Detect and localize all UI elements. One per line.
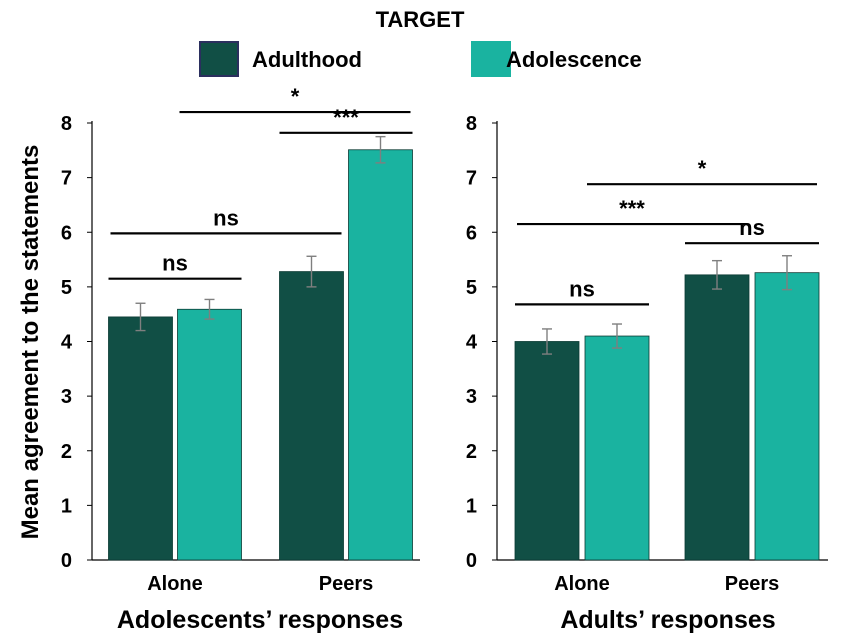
significance-label: ns bbox=[739, 215, 765, 240]
bar-adulthood-alone bbox=[514, 341, 580, 561]
y-tick-label: 8 bbox=[466, 113, 477, 135]
bar-adolescence-peers bbox=[348, 149, 413, 561]
y-tick-label: 3 bbox=[466, 386, 477, 408]
bar-adolescence-alone bbox=[584, 335, 650, 561]
x-axis-label: Adolescents’ responses bbox=[117, 606, 403, 634]
legend-label: Adolescence bbox=[506, 47, 642, 72]
y-tick-label: 3 bbox=[61, 386, 72, 408]
significance-label: * bbox=[698, 156, 707, 181]
bar-adolescence-peers bbox=[754, 272, 820, 561]
y-tick-label: 5 bbox=[466, 277, 477, 299]
y-tick-label: 1 bbox=[466, 495, 477, 517]
significance-label: ns bbox=[569, 276, 595, 301]
y-tick-label: 5 bbox=[61, 277, 72, 299]
legend-swatch bbox=[199, 41, 239, 77]
panel-adults-responses: 0 1 2 3 4 5 6 7 8 Alone Peers Adults’ responses ns ns… bbox=[466, 113, 828, 634]
y-tick-label: 8 bbox=[61, 113, 72, 135]
y-tick-label: 7 bbox=[466, 168, 477, 190]
x-tick-label: Peers bbox=[725, 573, 780, 595]
x-tick-label: Alone bbox=[554, 573, 610, 595]
y-tick-label: 0 bbox=[466, 550, 477, 572]
y-axis-label: Mean agreement to the statements bbox=[17, 145, 44, 540]
bar-adulthood-peers bbox=[279, 271, 344, 561]
significance-label: ns bbox=[162, 251, 188, 276]
significance-label: * bbox=[291, 84, 300, 109]
panel-adolescents-responses: 0 1 2 3 4 5 6 7 8 Alone Peers Adolescents’ response… bbox=[61, 84, 420, 634]
y-tick-label: 2 bbox=[61, 441, 72, 463]
significance-label: *** bbox=[619, 196, 645, 221]
significance-label: *** bbox=[333, 105, 359, 130]
y-tick-label: 2 bbox=[466, 441, 477, 463]
bar-adulthood-alone bbox=[108, 316, 173, 561]
y-tick-label: 7 bbox=[61, 168, 72, 190]
y-tick-label: 1 bbox=[61, 495, 72, 517]
legend-title: TARGET bbox=[376, 7, 465, 32]
x-tick-label: Alone bbox=[147, 573, 203, 595]
y-tick-label: 0 bbox=[61, 550, 72, 572]
x-axis-label: Adults’ responses bbox=[560, 606, 775, 634]
y-tick-label: 6 bbox=[61, 222, 72, 244]
x-tick-label: Peers bbox=[319, 573, 374, 595]
significance-label: ns bbox=[213, 205, 239, 230]
legend: Adulthood Adolescence bbox=[199, 41, 642, 77]
legend-label: Adulthood bbox=[252, 47, 362, 72]
y-tick-label: 4 bbox=[466, 332, 478, 354]
bar-adulthood-peers bbox=[684, 274, 750, 561]
legend-swatch bbox=[471, 41, 511, 77]
bar-adolescence-alone bbox=[177, 308, 242, 561]
y-tick-label: 4 bbox=[61, 332, 73, 354]
y-tick-label: 6 bbox=[466, 222, 477, 244]
